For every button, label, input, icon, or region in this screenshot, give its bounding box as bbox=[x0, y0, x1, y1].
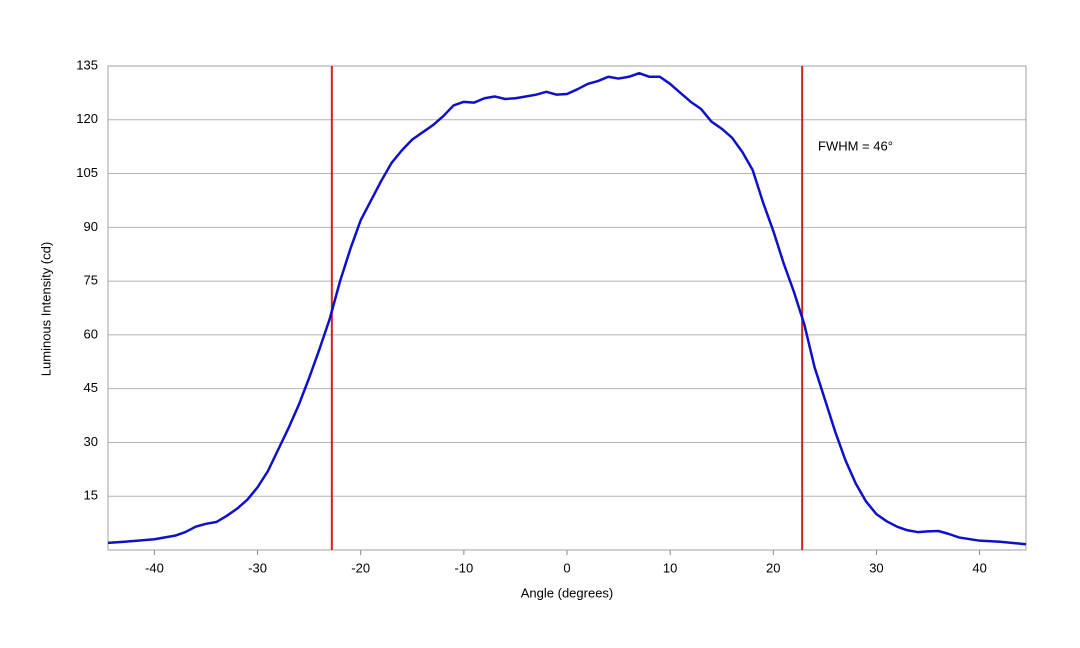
y-tick-label: 60 bbox=[84, 326, 98, 341]
y-tick-label: 45 bbox=[84, 380, 98, 395]
annotation: FWHM = 46° bbox=[818, 138, 893, 153]
data-line bbox=[107, 71, 1027, 546]
y-tick-label: 90 bbox=[84, 219, 98, 234]
y-tick-label: 135 bbox=[76, 57, 98, 72]
y-tick-label: 120 bbox=[76, 111, 98, 126]
y-tick-label: 75 bbox=[84, 273, 98, 288]
x-tick-label: 20 bbox=[766, 560, 780, 575]
x-tick-label: -10 bbox=[454, 560, 473, 575]
y-tick-label: 105 bbox=[76, 165, 98, 180]
x-axis-label: Angle (degrees) bbox=[521, 585, 614, 600]
y-tick-label: 15 bbox=[84, 488, 98, 503]
y-axis-label: Luminous Intensity (cd) bbox=[38, 242, 53, 376]
x-tick-label: 0 bbox=[563, 560, 570, 575]
x-tick-label: -40 bbox=[145, 560, 164, 575]
y-tick-label: 30 bbox=[84, 434, 98, 449]
plot-border bbox=[107, 65, 1027, 551]
x-tick-label: -20 bbox=[351, 560, 370, 575]
x-tick-label: 30 bbox=[869, 560, 883, 575]
x-tick-label: 10 bbox=[663, 560, 677, 575]
x-tick-label: 40 bbox=[972, 560, 986, 575]
x-tick-label: -30 bbox=[248, 560, 267, 575]
